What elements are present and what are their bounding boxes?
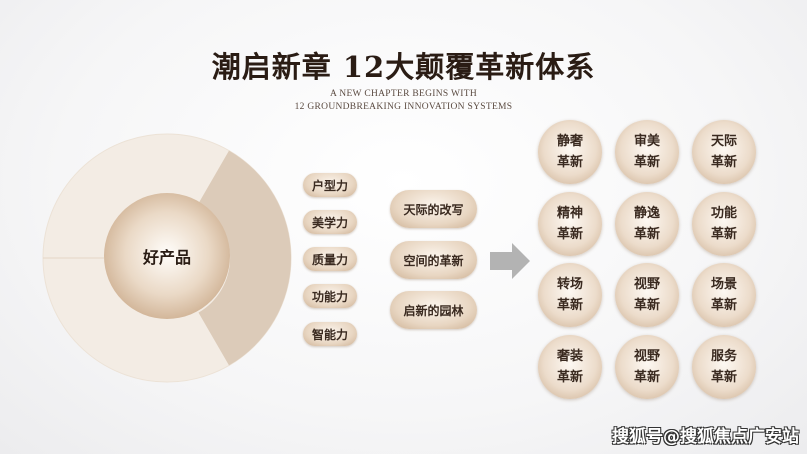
innovation-label-line: 静奢 [556,134,583,149]
innovation-circle: 服务 革新 [692,335,756,399]
innovation-label-line: 奢装 [556,349,583,364]
innovation-label-line: 革新 [710,155,737,170]
innovation-label-line: 革新 [633,298,660,313]
change-pill: 天际的改写 [390,190,477,228]
innovation-circle: 视野 革新 [615,263,679,327]
highlight-wedge [198,150,292,366]
innovation-label-line: 精神 [556,206,583,221]
innovation-circle: 静逸 革新 [615,192,679,256]
innovation-circle: 审美 革新 [615,120,679,184]
innovation-circle: 场景 革新 [692,263,756,327]
innovation-label-line: 革新 [710,227,737,242]
innovation-label-line: 革新 [633,155,660,170]
change-pill: 空间的革新 [390,241,477,279]
innovation-circle: 奢装 革新 [538,335,602,399]
innovation-label-line: 革新 [710,370,737,385]
innovation-label-line: 革新 [556,298,583,313]
change-pill: 启新的园林 [390,291,477,329]
arrow-right-icon [490,243,530,279]
innovation-label-line: 服务 [710,349,737,364]
innovation-label-line: 视野 [633,277,660,292]
innovation-circle: 精神 革新 [538,192,602,256]
power-pill: 智能力 [303,322,357,346]
innovation-label-line: 革新 [556,155,583,170]
innovation-circle: 视野 革新 [615,335,679,399]
innovation-label-line: 静逸 [633,206,660,221]
power-pill: 功能力 [303,284,357,308]
center-label: 好产品 [142,248,191,267]
subtitle-line-1: A NEW CHAPTER BEGINS WITH [329,89,477,99]
innovation-label-line: 革新 [710,298,737,313]
innovation-label-line: 视野 [633,349,660,364]
innovation-label-line: 革新 [556,370,583,385]
innovation-label-line: 革新 [556,227,583,242]
innovation-label-line: 天际 [710,134,737,149]
innovation-label-line: 革新 [633,370,660,385]
power-pill: 质量力 [303,247,357,271]
innovation-label-line: 功能 [710,206,737,221]
inner-circle [104,193,230,319]
subtitle-line-2: 12 GROUNDBREAKING INNOVATION SYSTEMS [294,102,513,112]
innovation-label-line: 革新 [633,227,660,242]
innovation-label-line: 转场 [556,277,583,292]
watermark: 搜狐号@搜狐焦点广安站 [612,427,799,447]
power-pill: 美学力 [303,210,357,234]
innovation-label-line: 场景 [710,277,737,292]
innovation-label-line: 审美 [633,134,660,149]
power-pill: 户型力 [303,173,357,197]
page-title: 潮启新章 12大颠覆革新体系 [211,50,596,84]
innovation-circle: 天际 革新 [692,120,756,184]
innovation-circle: 功能 革新 [692,192,756,256]
innovation-circle: 静奢 革新 [538,120,602,184]
innovation-circle: 转场 革新 [538,263,602,327]
